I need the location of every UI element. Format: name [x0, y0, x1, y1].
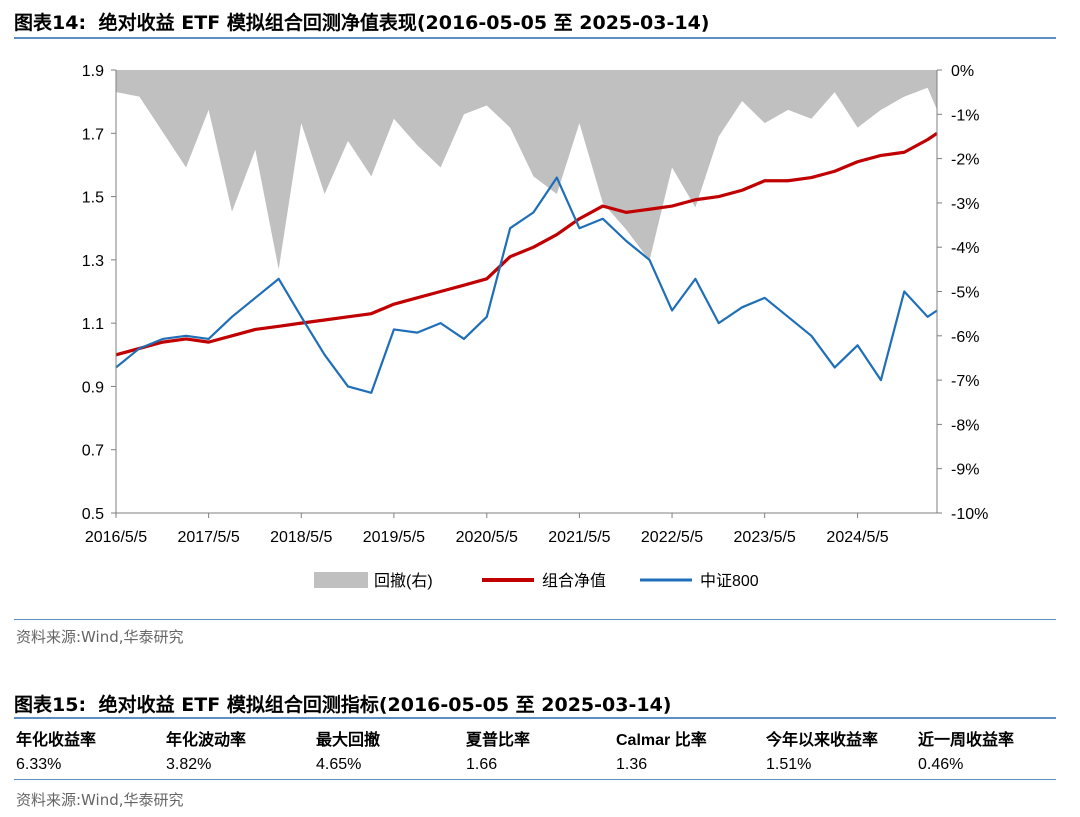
header-annual-return: 年化收益率	[16, 730, 97, 749]
metrics-header-row: 年化收益率 年化波动率 最大回撤 夏普比率 Calmar 比率 今年以来收益率 …	[14, 721, 1056, 751]
y-left-tick-label: 1.5	[82, 190, 104, 207]
y-right-tick-label: -9%	[951, 462, 979, 479]
x-tick-label: 2024/5/5	[826, 529, 888, 546]
legend-csi800-label: 中证800	[700, 572, 759, 590]
y-left-tick-label: 0.5	[82, 506, 104, 523]
value-week-return: 0.46%	[916, 751, 1056, 780]
portfolio-nav-line	[115, 131, 938, 357]
figure14-title: 图表14: 绝对收益 ETF 模拟组合回测净值表现(2016-05-05 至 2…	[14, 8, 715, 35]
header-max-drawdown: 最大回撤	[316, 730, 381, 749]
y-left-tick-label: 0.7	[82, 443, 104, 460]
y-left-tick-label: 0.9	[82, 379, 104, 396]
x-tick-label: 2020/5/5	[456, 529, 518, 546]
value-annual-return: 6.33%	[14, 751, 164, 780]
value-sharpe: 1.66	[464, 751, 614, 780]
header-week-return: 近一周收益率	[918, 730, 1015, 749]
x-tick-label: 2019/5/5	[363, 529, 425, 546]
metrics-value-row: 6.33% 3.82% 4.65% 1.66 1.36 1.51% 0.46%	[14, 751, 1056, 780]
value-calmar: 1.36	[614, 751, 764, 780]
figure15-top-rule	[14, 717, 1056, 719]
legend-drawdown-label: 回撤(右)	[374, 572, 433, 590]
y-right-tick-label: -5%	[951, 285, 979, 302]
value-max-drawdown: 4.65%	[314, 751, 464, 780]
x-tick-label: 2022/5/5	[641, 529, 703, 546]
header-calmar: Calmar 比率	[616, 732, 707, 749]
y-left-tick-label: 1.9	[82, 63, 104, 80]
chart-figure14: 0.5 0.7 0.9 1.1 1.3 1.5 1.7 1.9 0% -1% -2% -3% -4% -5…	[82, 63, 989, 590]
y-left-tick-label: 1.7	[82, 126, 104, 143]
y-right-tick-label: -7%	[951, 373, 979, 390]
y-right-tick-label: -1%	[951, 107, 979, 124]
x-tick-label: 2017/5/5	[177, 529, 239, 546]
figure15-title: 图表15: 绝对收益 ETF 模拟组合回测指标(2016-05-05 至 202…	[14, 690, 677, 717]
y-left-tick-label: 1.3	[82, 253, 104, 270]
figure14-bottom-rule	[14, 619, 1056, 620]
y-left-tick-label: 1.1	[82, 316, 104, 333]
header-sharpe: 夏普比率	[466, 730, 531, 749]
y-right-tick-label: -6%	[951, 329, 979, 346]
figure15-label: 图表15:	[14, 694, 87, 716]
x-tick-label: 2023/5/5	[734, 529, 796, 546]
figure15-title-text: 绝对收益 ETF 模拟组合回测指标(2016-05-05 至 2025-03-1…	[98, 694, 672, 716]
y-right-tick-label: -8%	[951, 417, 979, 434]
csi800-line	[115, 176, 938, 394]
x-tick-label: 2016/5/5	[85, 529, 147, 546]
axes-layer: 0.5 0.7 0.9 1.1 1.3 1.5 1.7 1.9 0% -1% -2% -3% -4% -5…	[82, 63, 989, 546]
figure14-label: 图表14:	[14, 12, 87, 34]
figure14-top-rule	[14, 37, 1056, 39]
header-annual-volatility: 年化波动率	[166, 730, 247, 749]
chart-legend: 回撤(右) 组合净值 中证800	[314, 572, 759, 590]
legend-drawdown-swatch	[314, 572, 368, 588]
x-tick-label: 2018/5/5	[270, 529, 332, 546]
drawdown-area-layer	[116, 70, 937, 270]
header-ytd-return: 今年以来收益率	[766, 730, 879, 749]
x-tick-label: 2021/5/5	[548, 529, 610, 546]
y-right-tick-label: 0%	[951, 63, 974, 80]
metrics-table: 年化收益率 年化波动率 最大回撤 夏普比率 Calmar 比率 今年以来收益率 …	[14, 721, 1056, 780]
y-right-tick-label: -3%	[951, 196, 979, 213]
y-right-tick-label: -4%	[951, 240, 979, 257]
y-right-tick-label: -2%	[951, 152, 979, 169]
figure15-source: 资料来源:Wind,华泰研究	[16, 791, 184, 809]
legend-portfolio-label: 组合净值	[542, 572, 606, 590]
figure14-title-text: 绝对收益 ETF 模拟组合回测净值表现(2016-05-05 至 2025-03…	[98, 12, 710, 34]
value-ytd-return: 1.51%	[764, 751, 916, 780]
series-lines-layer	[115, 131, 938, 394]
drawdown-area	[116, 70, 937, 270]
figure14-source: 资料来源:Wind,华泰研究	[16, 628, 184, 646]
y-right-tick-label: -10%	[951, 506, 988, 523]
value-annual-volatility: 3.82%	[164, 751, 314, 780]
